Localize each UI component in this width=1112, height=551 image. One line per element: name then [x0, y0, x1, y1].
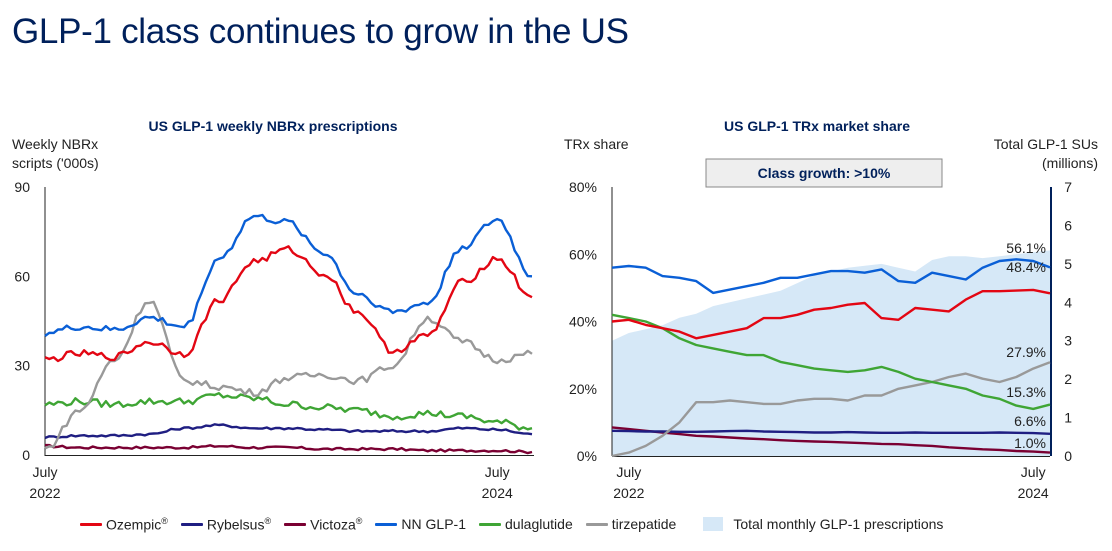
chart-title: US GLP-1 weekly NBRx prescriptions: [149, 118, 398, 134]
trx-share-chart: US GLP-1 TRx market share TRx share Total …: [564, 118, 1098, 501]
x-tick-label: 2022: [29, 485, 60, 501]
class-growth-label: Class growth: >10%: [758, 165, 891, 181]
x-tick-label: 2022: [613, 485, 644, 501]
y-tick-label: 20%: [569, 381, 597, 397]
y2-tick-label: 1: [1064, 410, 1072, 426]
series-line-ozempic: [44, 245, 533, 363]
y-tick-label: 30: [14, 358, 30, 374]
end-label-dulaglutide: 15.3%: [1006, 384, 1046, 400]
chart-legend: Ozempic® Rybelsus® Victoza® NN GLP-1 dulaglu…: [80, 512, 956, 536]
legend-item-tirzepatide: tirzepatide: [585, 516, 677, 532]
y-axis-label: scripts ('000s): [12, 155, 99, 171]
series-line-victoza: [611, 426, 1051, 454]
nbrx-chart: US GLP-1 weekly NBRx prescriptions Weekly…: [12, 118, 534, 501]
end-label-nn_glp1: 56.1%: [1006, 240, 1046, 256]
y2-axis-label: Total GLP-1 SUs: [994, 136, 1098, 152]
series-line-victoza: [45, 443, 533, 455]
page-title: GLP-1 class continues to grow in the US: [12, 12, 629, 51]
x-tick-label: July: [33, 464, 58, 480]
y-tick-label: 90: [14, 179, 30, 195]
end-label-rybelsus: 6.6%: [1014, 413, 1046, 429]
x-tick-label: 2024: [1018, 485, 1049, 501]
end-label-ozempic: 48.4%: [1006, 259, 1046, 275]
legend-item-rybelsus: Rybelsus®: [180, 515, 272, 533]
x-tick-label: 2024: [482, 485, 513, 501]
class-growth-box: [705, 158, 943, 188]
y-tick-label: 60: [14, 268, 30, 284]
y-axis-label: TRx share: [564, 136, 629, 152]
series-line-tirzepatide: [44, 300, 533, 450]
y-tick-label: 0: [22, 447, 30, 463]
end-label-victoza: 1.0%: [1014, 435, 1046, 451]
legend-item-ozempic: Ozempic®: [80, 515, 168, 533]
series-line-dulaglutide: [44, 392, 533, 431]
y2-tick-label: 7: [1064, 179, 1072, 195]
series-line-dulaglutide: [611, 313, 1051, 411]
x-tick-label: July: [616, 464, 641, 480]
total-prescriptions-area: [612, 250, 1050, 456]
end-label-tirzepatide: 27.9%: [1006, 344, 1046, 360]
legend-item-dulaglutide: dulaglutide: [479, 516, 573, 532]
legend-item-total-area: Total monthly GLP-1 prescriptions: [689, 516, 943, 532]
legend-swatch: [284, 522, 307, 526]
y-tick-label: 0%: [577, 448, 597, 464]
legend-label: Rybelsus®: [206, 515, 272, 533]
series-line-rybelsus: [611, 429, 1051, 435]
legend-swatch: [80, 522, 102, 526]
legend-label: NN GLP-1: [401, 516, 466, 532]
y-tick-label: 40%: [569, 314, 597, 330]
legend-swatch: [703, 517, 724, 531]
y2-tick-label: 3: [1064, 333, 1072, 349]
legend-label: Ozempic®: [106, 515, 168, 533]
y2-tick-label: 2: [1064, 371, 1072, 387]
legend-swatch: [375, 522, 398, 526]
y2-tick-label: 5: [1064, 256, 1072, 272]
legend-label: dulaglutide: [505, 516, 573, 532]
y-tick-label: 60%: [569, 246, 597, 262]
chart-title: US GLP-1 TRx market share: [724, 118, 910, 134]
legend-item-victoza: Victoza®: [284, 515, 363, 533]
legend-label: tirzepatide: [611, 516, 677, 532]
x-tick-label: July: [485, 464, 510, 480]
legend-label: Total monthly GLP-1 prescriptions: [733, 516, 944, 532]
legend-swatch: [479, 522, 501, 526]
x-tick-label: July: [1021, 464, 1046, 480]
series-line-nn_glp1: [611, 258, 1051, 295]
legend-swatch: [585, 522, 608, 526]
y2-tick-label: 4: [1064, 294, 1072, 310]
y-axis-label: Weekly NBRx: [12, 136, 98, 152]
y2-tick-label: 6: [1064, 217, 1072, 233]
series-line-ozempic: [611, 288, 1051, 340]
y2-axis-label: (millions): [1042, 155, 1098, 171]
series-line-rybelsus: [44, 423, 533, 440]
legend-label: Victoza®: [310, 515, 363, 533]
legend-swatch: [180, 522, 203, 526]
y-tick-label: 80%: [569, 179, 597, 195]
series-line-tirzepatide: [611, 361, 1051, 458]
series-line-nn_glp1: [44, 213, 533, 337]
y2-tick-label: 0: [1064, 448, 1072, 464]
legend-item-nn_glp1: NN GLP-1: [375, 516, 466, 532]
